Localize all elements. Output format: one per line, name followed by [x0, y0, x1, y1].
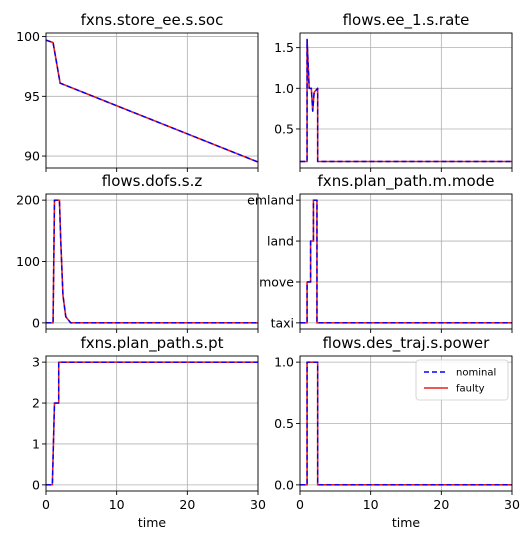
x-tick-label: 10: [109, 497, 125, 512]
y-tick-label: 95: [24, 89, 40, 104]
y-tick-label: 3: [32, 355, 40, 370]
y-tick-label: 100: [16, 29, 40, 44]
subplot-3: 0 100 200 flows.dofs.s.z: [16, 172, 259, 333]
subplot-title: flows.des_traj.s.power: [323, 334, 490, 353]
axes-frame: [299, 193, 513, 330]
subplot-2: 0.5 1.0 1.5 flows.ee_1.s.rate: [274, 11, 513, 172]
y-tick-label: 1.0: [274, 81, 294, 96]
legend-label-nominal: nominal: [456, 368, 496, 379]
y-tick-label: 0: [32, 477, 40, 492]
axes-frame: [299, 32, 513, 169]
x-tick-label: 20: [433, 497, 449, 512]
x-tick-label: 30: [250, 497, 266, 512]
y-tick-label: land: [267, 234, 294, 249]
subplot-4: taxi move land emland fxns.plan_path.m.mode: [247, 172, 513, 333]
y-tick-label: 0.5: [274, 416, 294, 431]
series-line-nominal: [300, 199, 512, 324]
x-tick-label: 0: [296, 497, 304, 512]
series-line-nominal: [300, 38, 512, 163]
axes-frame: [45, 355, 259, 492]
axes-frame: [45, 32, 259, 169]
subplot-title: flows.dofs.s.z: [102, 172, 203, 190]
legend: nominal faulty: [415, 359, 509, 401]
y-tick-label: 2: [32, 396, 40, 411]
y-tick-label: 1.0: [274, 355, 294, 370]
x-tick-label: 0: [42, 497, 50, 512]
series-line-faulty: [300, 361, 512, 486]
subplot-title: fxns.plan_path.s.pt: [81, 334, 224, 353]
x-axis-label: time: [392, 515, 421, 530]
subplot-title: fxns.store_ee.s.soc: [81, 11, 224, 30]
y-tick-label: move: [259, 274, 294, 289]
x-tick-label: 10: [363, 497, 379, 512]
y-tick-label: 100: [16, 254, 40, 269]
subplot-title: fxns.plan_path.m.mode: [318, 172, 495, 191]
y-tick-label: 1: [32, 436, 40, 451]
x-axis-label: time: [138, 515, 167, 530]
legend-box: [415, 359, 509, 401]
series-line-nominal: [46, 361, 258, 486]
subplot-1: 90 95 100 fxns.store_ee.s.soc: [16, 11, 259, 172]
x-tick-label: 30: [504, 497, 520, 512]
y-tick-label: 0: [32, 315, 40, 330]
legend-label-faulty: faulty: [456, 384, 485, 395]
y-tick-label: emland: [247, 193, 294, 208]
y-tick-label: taxi: [271, 315, 294, 330]
y-tick-label: 90: [24, 149, 40, 164]
y-tick-label: 0.0: [274, 477, 294, 492]
x-tick-label: 20: [179, 497, 195, 512]
y-tick-label: 1.5: [274, 40, 294, 55]
series-line-nominal: [46, 39, 258, 163]
subplot-title: flows.ee_1.s.rate: [343, 11, 470, 30]
subplot-6: 0 10 20 30 0.0 0.5 1.0 flows.des_traj.s.powerti…: [274, 334, 520, 530]
y-tick-label: 200: [16, 193, 40, 208]
y-tick-label: 0.5: [274, 121, 294, 136]
series-line-nominal: [46, 199, 258, 324]
